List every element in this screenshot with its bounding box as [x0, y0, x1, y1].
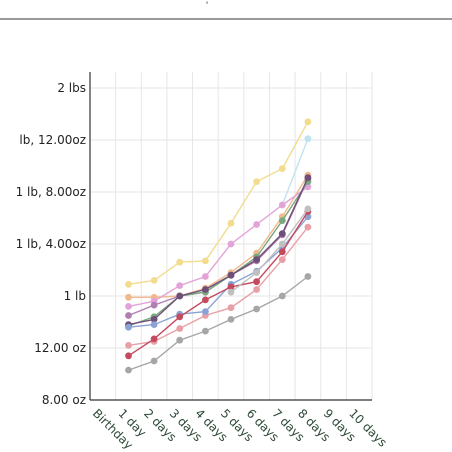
- y-tick-label: 2 lbs: [57, 81, 86, 95]
- series-layer: [125, 118, 312, 374]
- axis-layer: [89, 72, 372, 401]
- data-point: [176, 292, 184, 300]
- series-line: [128, 186, 309, 308]
- data-point: [278, 217, 286, 225]
- data-point: [176, 325, 184, 332]
- data-point: [150, 335, 158, 343]
- data-point: [253, 278, 260, 286]
- data-point: [227, 271, 235, 279]
- data-point: [253, 178, 260, 186]
- data-point: [202, 308, 209, 315]
- data-point: [150, 277, 158, 284]
- data-point: [227, 304, 235, 312]
- data-point: [304, 174, 312, 182]
- data-point: [304, 118, 312, 126]
- data-point: [253, 221, 260, 228]
- data-point: [125, 342, 132, 349]
- data-point: [125, 366, 132, 374]
- data-point: [278, 256, 286, 263]
- grid-layer: [90, 72, 373, 400]
- y-tick-label: 12.00 oz: [34, 341, 86, 355]
- tick-layer: 8.00 oz 12.00 oz 1 lb 1 lb, 4.00oz 1 lb, 8.0…: [16, 81, 390, 452]
- series-line: [281, 138, 309, 206]
- data-point: [125, 323, 132, 331]
- data-point: [176, 282, 184, 289]
- series-line: [128, 174, 309, 298]
- data-point: [227, 316, 235, 323]
- series-line: [128, 211, 309, 357]
- data-point: [227, 288, 235, 296]
- series-line: [128, 275, 309, 371]
- y-tick-label: 1 lb: [64, 289, 86, 303]
- data-point: [227, 219, 235, 227]
- header-glyph: ': [206, 0, 209, 12]
- data-point: [278, 240, 286, 248]
- data-point: [253, 269, 260, 276]
- data-point: [253, 256, 260, 263]
- data-point: [202, 257, 209, 265]
- data-point: [125, 293, 132, 301]
- data-point: [227, 240, 235, 248]
- y-tick-label: 1 lb, 4.00oz: [16, 237, 86, 251]
- data-point: [304, 273, 312, 280]
- data-point: [202, 286, 209, 293]
- data-point: [202, 296, 209, 304]
- data-point: [304, 205, 312, 213]
- data-point: [304, 223, 312, 231]
- header-bar: ': [0, 0, 452, 20]
- y-tick-label: lb, 12.00oz: [19, 133, 86, 147]
- data-point: [176, 313, 184, 321]
- data-point: [304, 135, 312, 143]
- data-point: [278, 165, 286, 173]
- data-point: [278, 201, 286, 209]
- series-line: [230, 208, 309, 293]
- data-point: [125, 352, 132, 360]
- data-point: [227, 283, 235, 291]
- data-point: [150, 316, 158, 323]
- data-point: [253, 305, 260, 313]
- data-point: [176, 336, 184, 344]
- series-line: [128, 226, 309, 347]
- data-point: [150, 357, 158, 365]
- data-point: [125, 312, 132, 319]
- y-tick-label: 8.00 oz: [42, 393, 86, 407]
- data-point: [202, 273, 209, 280]
- data-point: [125, 280, 132, 288]
- y-tick-label: 1 lb, 8.00oz: [16, 185, 86, 199]
- series-line: [128, 216, 309, 328]
- series-line: [128, 121, 309, 285]
- data-point: [253, 286, 260, 293]
- data-point: [278, 230, 286, 238]
- data-point: [150, 321, 158, 328]
- series-line: [128, 177, 309, 326]
- data-point: [150, 301, 158, 309]
- data-point: [202, 327, 209, 335]
- series-line: [128, 181, 309, 327]
- data-point: [176, 258, 184, 266]
- data-point: [125, 303, 132, 310]
- data-point: [278, 292, 286, 300]
- data-point: [278, 248, 286, 256]
